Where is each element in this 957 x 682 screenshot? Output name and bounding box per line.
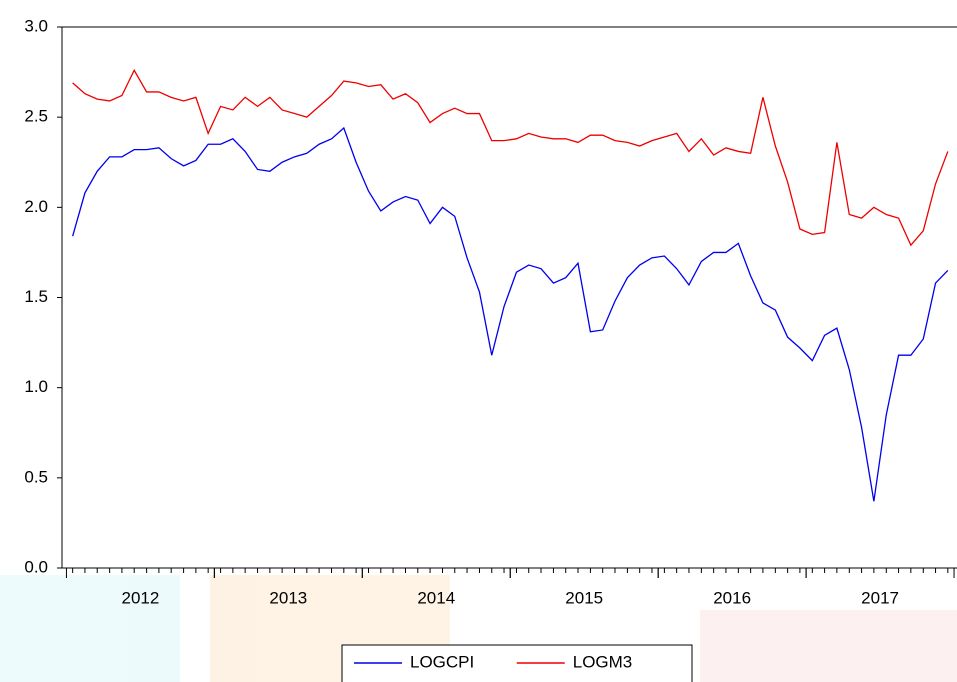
y-tick-label: 0.5 <box>24 467 48 486</box>
x-tick-label: 2013 <box>269 588 307 607</box>
x-tick-label: 2015 <box>565 588 603 607</box>
legend-label: LOGCPI <box>410 652 474 671</box>
y-tick-label: 0.0 <box>24 557 48 576</box>
y-tick-label: 1.5 <box>24 287 48 306</box>
y-tick-label: 3.0 <box>24 16 48 35</box>
y-tick-label: 2.0 <box>24 197 48 216</box>
series-line <box>72 68 949 247</box>
series-line <box>72 126 949 502</box>
x-tick-label: 2012 <box>121 588 159 607</box>
x-tick-label: 2016 <box>713 588 751 607</box>
plot-area <box>62 27 957 568</box>
y-tick-label: 2.5 <box>24 107 48 126</box>
y-tick-label: 1.0 <box>24 377 48 396</box>
watermark <box>0 575 957 682</box>
legend-label: LOGM3 <box>573 652 633 671</box>
x-tick-label: 2014 <box>417 588 455 607</box>
x-tick-label: 2017 <box>861 588 899 607</box>
